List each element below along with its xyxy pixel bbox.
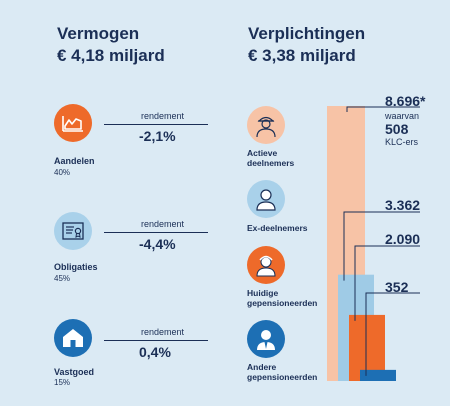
return-label-obligaties: rendement (140, 219, 184, 229)
stock-chart-icon (54, 104, 92, 142)
return-value-aandelen: -2,1% (139, 128, 176, 144)
suited-person-icon (247, 320, 285, 358)
return-divider-vastgoed (104, 340, 208, 341)
assets-amount: € 4,18 miljard (57, 46, 165, 65)
group-label-andere-line1: Andere (247, 362, 277, 372)
leader-line-ex-deelnemers (343, 211, 420, 281)
annotation-klc-ers: KLC-ers (385, 137, 419, 147)
worker-icon (247, 106, 285, 144)
house-icon (54, 319, 92, 357)
retiree-icon (247, 246, 285, 284)
liabilities-title: Verplichtingen (248, 24, 366, 43)
value-label-andere: 352 (385, 279, 409, 295)
asset-share-obligaties: 45% (54, 274, 71, 283)
value-label-ex-deelnemers: 3.362 (385, 197, 421, 213)
asset-name-vastgoed: Vastgoed (54, 367, 95, 377)
asset-share-vastgoed: 15% (54, 378, 71, 387)
liabilities-amount: € 3,38 miljard (248, 46, 356, 65)
bar-andere (360, 369, 396, 381)
group-label-actieve-line1: Actieve (247, 148, 278, 158)
annotation-waarvan: waarvan (385, 111, 420, 121)
value-label-huidige: 2.090 (385, 231, 421, 247)
return-value-obligaties: -4,4% (139, 236, 176, 252)
group-label-ex-deelnemers: Ex-deelnemers (247, 223, 308, 233)
return-label-vastgoed: rendement (140, 327, 184, 337)
return-divider-obligaties (104, 232, 208, 233)
value-label-actieve: 8.696* (385, 93, 426, 109)
return-value-vastgoed: 0,4% (139, 344, 171, 360)
leader-line-andere (365, 292, 420, 376)
group-label-huidige-line1: Huidige (247, 288, 279, 298)
assets-title: Vermogen (57, 24, 140, 43)
group-label-andere-line2: gepensioneerden (247, 372, 318, 382)
asset-share-aandelen: 40% (54, 168, 71, 177)
asset-name-aandelen: Aandelen (54, 156, 95, 166)
group-label-actieve-line2: deelnemers (247, 158, 295, 168)
person-icon (247, 180, 285, 218)
asset-name-obligaties: Obligaties (54, 262, 98, 272)
annotation-klc-count: 508 (385, 121, 409, 137)
group-label-huidige-line2: gepensioneerden (247, 298, 318, 308)
leader-line-huidige (354, 245, 420, 321)
return-label-aandelen: rendement (140, 111, 184, 121)
leader-line-actieve (346, 106, 420, 112)
certificate-icon (54, 212, 92, 250)
return-divider-aandelen (104, 124, 208, 125)
